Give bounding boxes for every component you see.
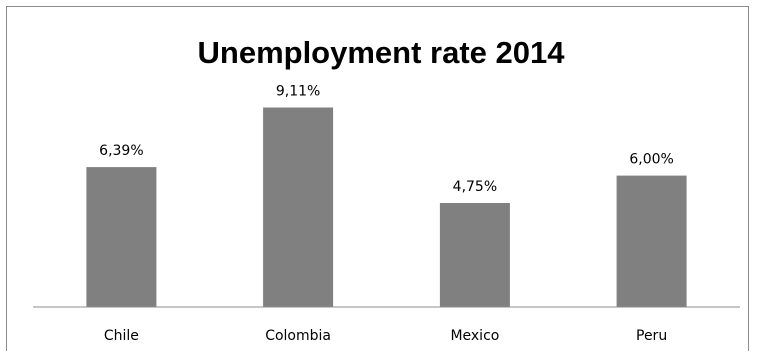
bar-colombia <box>263 107 334 307</box>
category-label-colombia: Colombia <box>265 328 331 344</box>
data-labels-group: 6,39% 9,11% 4,75% 6,00% <box>99 84 674 196</box>
data-label-mexico: 4,75% <box>453 179 497 195</box>
category-label-peru: Peru <box>636 328 667 344</box>
bars-group <box>86 107 687 307</box>
chart-frame: Unemployment rate 2014 6,39% 9,11% 4,75% 6,… <box>6 6 749 351</box>
bar-chart: Unemployment rate 2014 6,39%9,11%4,75%6,… <box>33 35 740 344</box>
data-label-peru: 6,00% <box>629 152 673 168</box>
data-label-colombia: 9,11% <box>276 84 320 100</box>
chart-title: Unemployment rate 2014 <box>198 35 566 70</box>
data-label-chile: 6,39% <box>99 143 143 159</box>
bar-chile <box>86 167 157 307</box>
category-label-mexico: Mexico <box>450 328 499 344</box>
bar-peru <box>616 175 687 307</box>
category-labels-group: Chile Colombia Mexico Peru <box>104 328 667 344</box>
category-label-chile: Chile <box>104 328 139 344</box>
bar-mexico <box>439 203 510 307</box>
